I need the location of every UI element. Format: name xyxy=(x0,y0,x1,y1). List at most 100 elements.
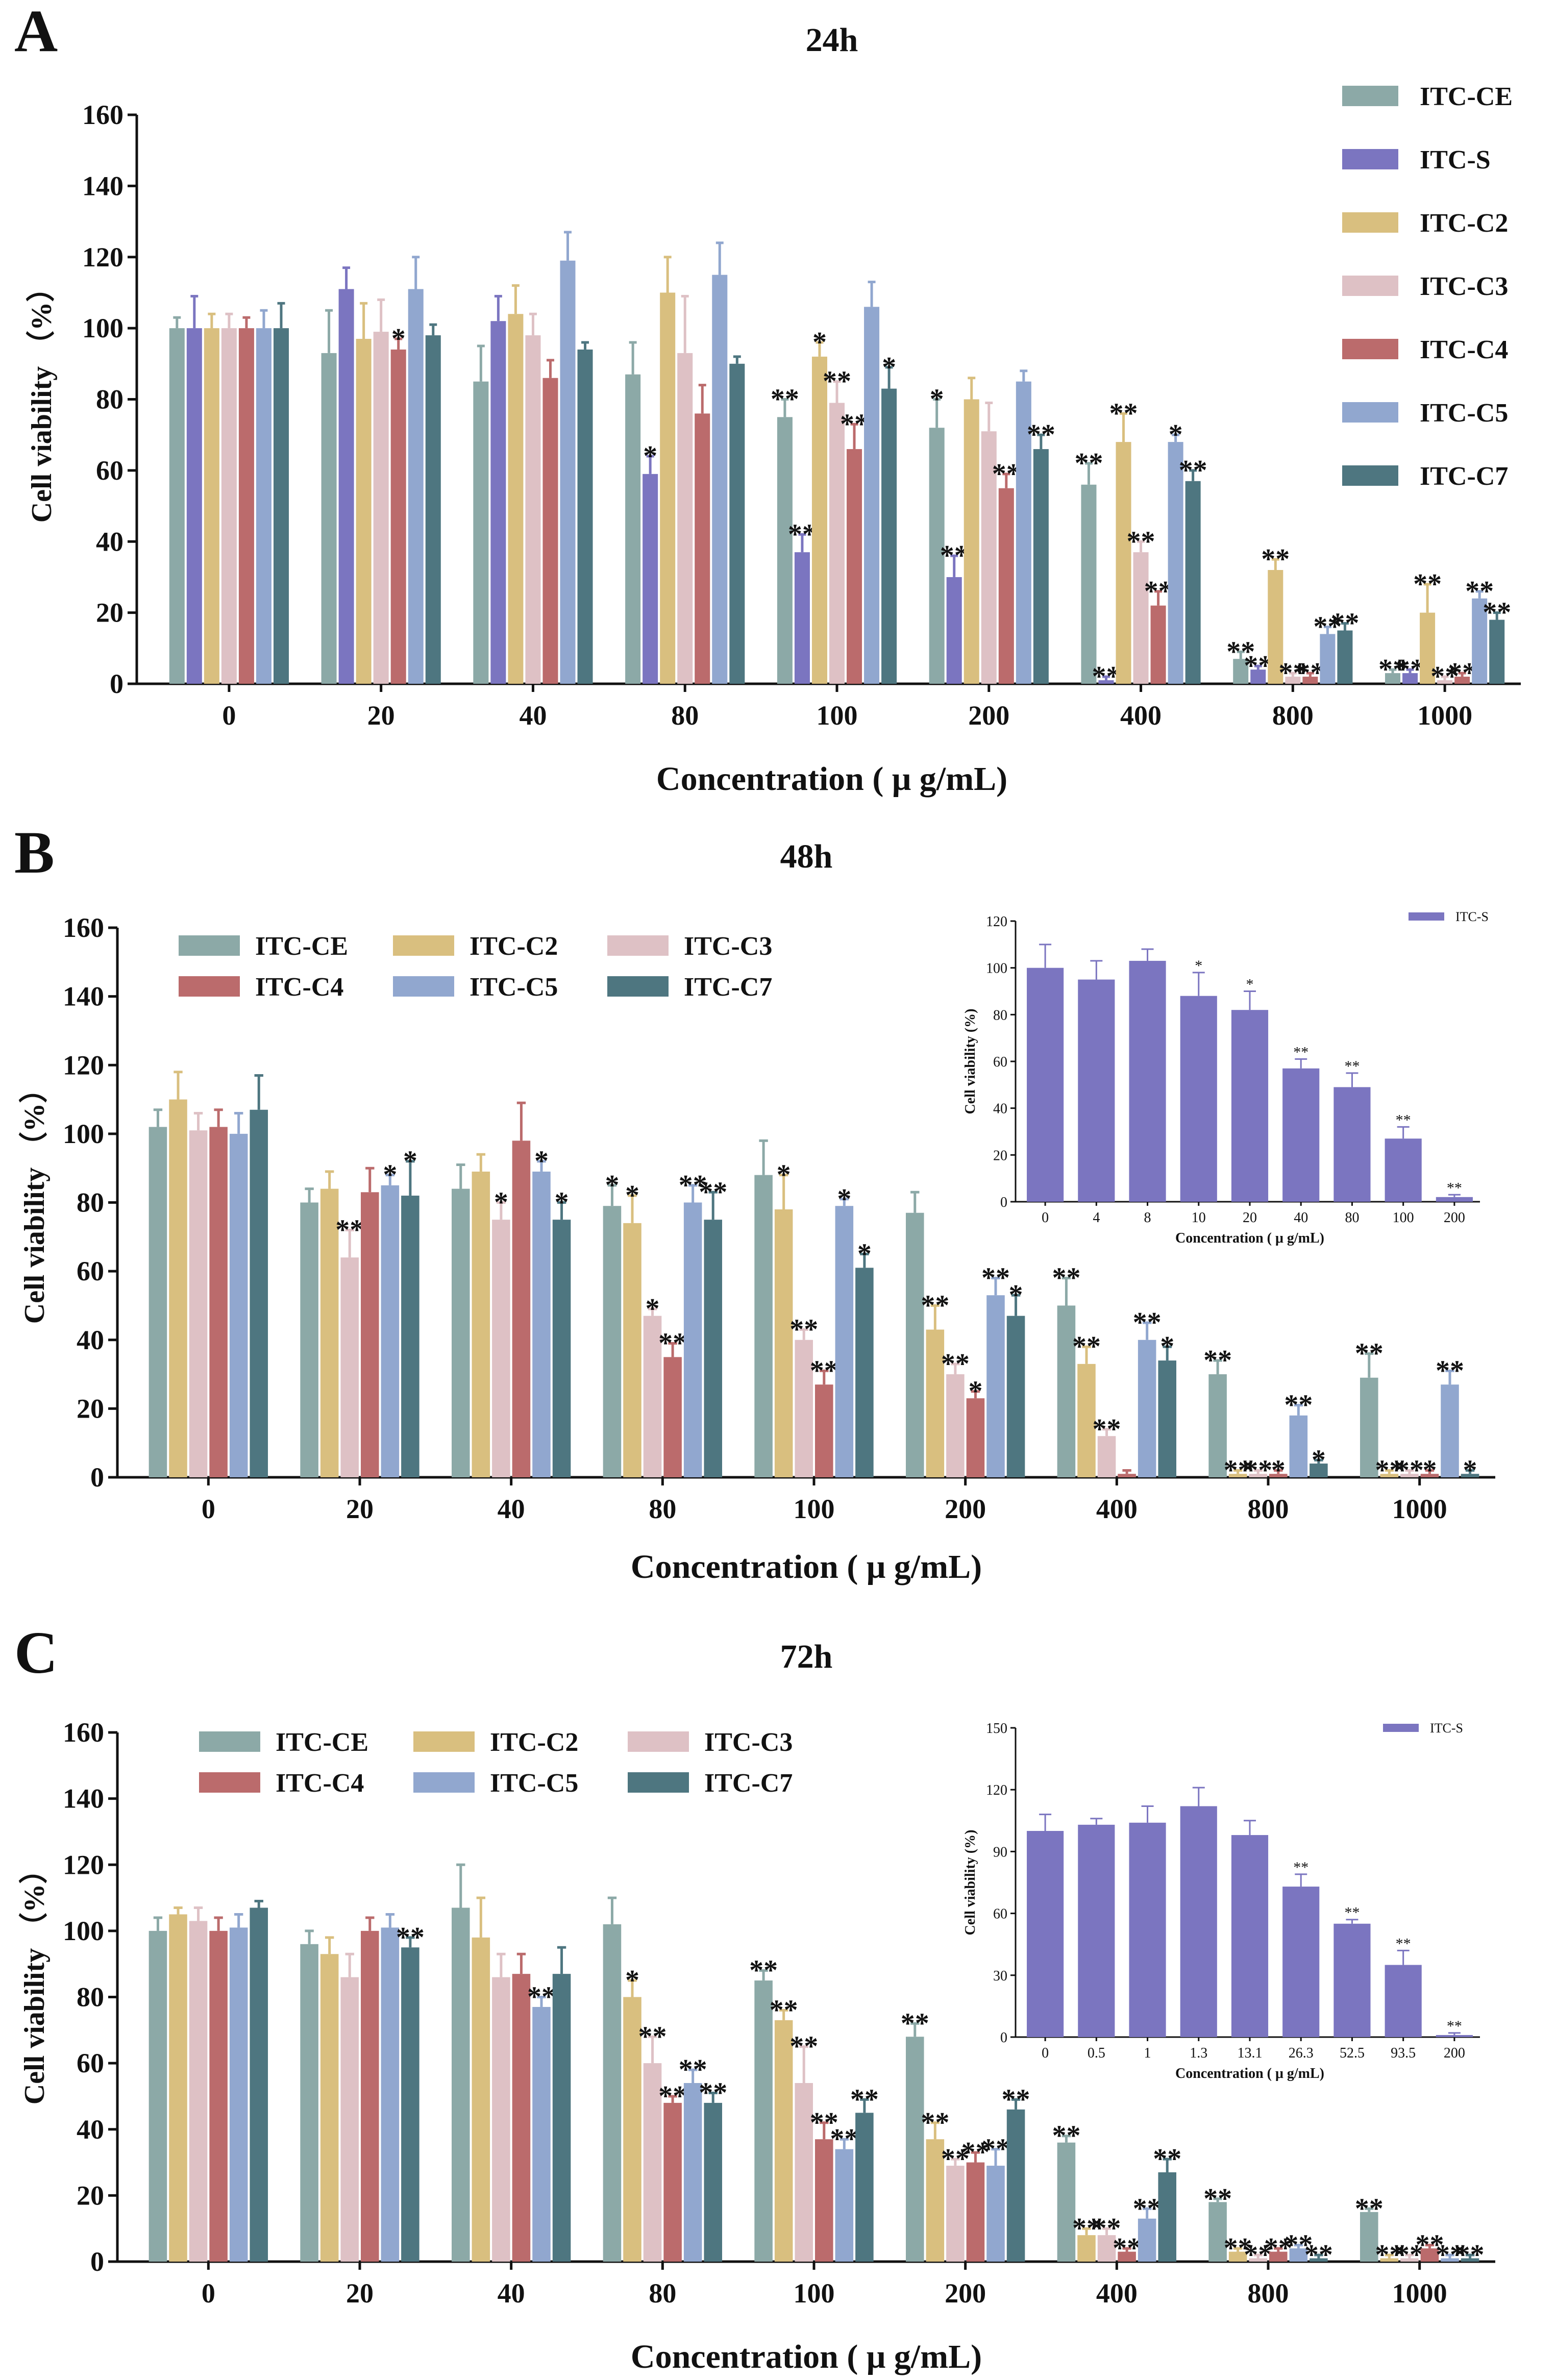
inset-legend-swatch xyxy=(1409,912,1444,921)
significance-mark: ** xyxy=(771,384,799,415)
significance-mark: * xyxy=(1009,1279,1023,1311)
inset-y-tick-label: 40 xyxy=(993,1101,1007,1117)
inset-x-tick-label: 20 xyxy=(1243,1210,1257,1226)
significance-mark: ** xyxy=(1313,611,1342,643)
inset-bar xyxy=(1129,960,1166,1202)
significance-mark: ** xyxy=(1072,1331,1101,1362)
bar xyxy=(1380,1474,1399,1477)
inset-bar xyxy=(1129,1822,1166,2037)
significance-mark: ** xyxy=(1203,2183,1232,2215)
bar xyxy=(408,289,424,684)
bar xyxy=(1360,1377,1378,1477)
y-tick-label: 80 xyxy=(96,384,124,415)
significance-mark: ** xyxy=(1375,2239,1403,2271)
y-tick-label: 100 xyxy=(63,1916,104,1946)
bar xyxy=(1420,612,1436,684)
y-tick-label: 0 xyxy=(90,1462,104,1493)
inset-bar xyxy=(1333,1923,1371,2037)
bar xyxy=(221,328,237,684)
x-tick-label: 1000 xyxy=(1392,2278,1447,2309)
bar xyxy=(1133,552,1149,684)
y-tick-label: 160 xyxy=(63,912,104,943)
bar xyxy=(1420,2248,1439,2262)
bar xyxy=(1489,619,1505,684)
significance-mark: ** xyxy=(1133,1307,1162,1338)
significance-mark: ** xyxy=(961,2137,990,2168)
inset-bar xyxy=(1282,1887,1320,2037)
inset-x-tick-label: 8 xyxy=(1144,1210,1151,1226)
bar xyxy=(169,328,185,684)
bar xyxy=(1081,484,1097,684)
significance-mark: * xyxy=(1422,1455,1437,1486)
significance-mark: ** xyxy=(1483,597,1511,629)
significance-mark: ** xyxy=(1264,2233,1293,2264)
bar xyxy=(906,1212,924,1477)
legend-swatch xyxy=(179,935,240,956)
inset-x-tick-label: 0 xyxy=(1042,1210,1049,1226)
panel-c-72h: C 72h Concentration ( μ g/mL) Cell viabi… xyxy=(14,1619,1495,2375)
bar xyxy=(169,1914,187,2262)
y-tick-label: 100 xyxy=(63,1119,104,1149)
legend-label: ITC-CE xyxy=(255,932,348,961)
significance-mark: * xyxy=(1169,419,1183,451)
panel-b-title: 48h xyxy=(780,838,833,875)
significance-mark: * xyxy=(391,323,406,355)
bar xyxy=(855,2113,874,2262)
bar xyxy=(1472,598,1488,684)
bar xyxy=(774,1209,793,1477)
bar xyxy=(1016,381,1031,684)
significance-mark: * xyxy=(1160,1331,1174,1362)
significance-mark: ** xyxy=(658,1327,687,1359)
legend-label: ITC-C4 xyxy=(276,1769,364,1798)
bar xyxy=(1310,1464,1328,1477)
bar xyxy=(712,275,728,684)
bar xyxy=(149,1930,167,2262)
x-tick-label: 100 xyxy=(794,2278,835,2309)
bar xyxy=(209,1127,228,1477)
inset-bar xyxy=(1436,1197,1473,1202)
bar xyxy=(663,1357,682,1477)
inset-x-tick-label: 93.5 xyxy=(1391,2045,1416,2061)
bar xyxy=(472,1171,490,1477)
bar xyxy=(1228,1474,1247,1477)
significance-mark: ** xyxy=(1052,1262,1080,1294)
significance-mark: ** xyxy=(1109,398,1138,429)
significance-mark: * xyxy=(812,327,827,358)
bar xyxy=(1118,2251,1136,2262)
bar xyxy=(929,428,945,684)
bar xyxy=(623,1997,641,2262)
bar xyxy=(525,335,541,684)
significance-mark: ** xyxy=(527,1981,556,2013)
significance-mark: ** xyxy=(1284,2229,1313,2261)
bar xyxy=(1233,659,1249,684)
bar xyxy=(189,1130,208,1477)
bar xyxy=(1138,2218,1156,2262)
inset-x-tick-label: 200 xyxy=(1444,2045,1465,2061)
bar xyxy=(229,1927,248,2262)
significance-mark: * xyxy=(857,1238,872,1270)
legend-label: ITC-S xyxy=(1420,145,1491,175)
y-tick-label: 20 xyxy=(96,598,124,628)
legend-swatch xyxy=(199,1731,260,1752)
bar xyxy=(532,2006,551,2262)
panel-letter-b: B xyxy=(14,819,55,886)
legend-label: ITC-C4 xyxy=(1420,335,1508,364)
inset-y-tick-label: 80 xyxy=(993,1007,1007,1023)
inset-bar xyxy=(1231,1835,1269,2037)
bar xyxy=(1289,1415,1308,1477)
inset-bar xyxy=(1078,1824,1115,2037)
significance-mark: ** xyxy=(830,2123,858,2155)
bar xyxy=(683,2083,702,2262)
bar xyxy=(695,413,710,684)
significance-mark: ** xyxy=(1203,1345,1232,1376)
inset-x-tick-label: 0 xyxy=(1042,2045,1049,2061)
significance-mark: ** xyxy=(981,1262,1010,1294)
legend-swatch xyxy=(628,1731,689,1752)
bar xyxy=(452,1188,470,1477)
significance-mark: ** xyxy=(1244,1455,1272,1486)
bar xyxy=(300,1202,318,1477)
y-tick-label: 120 xyxy=(63,1849,104,1880)
legend-swatch xyxy=(1342,339,1398,359)
legend-label: ITC-C2 xyxy=(490,1728,578,1757)
inset-y-tick-label: 60 xyxy=(993,1054,1007,1070)
